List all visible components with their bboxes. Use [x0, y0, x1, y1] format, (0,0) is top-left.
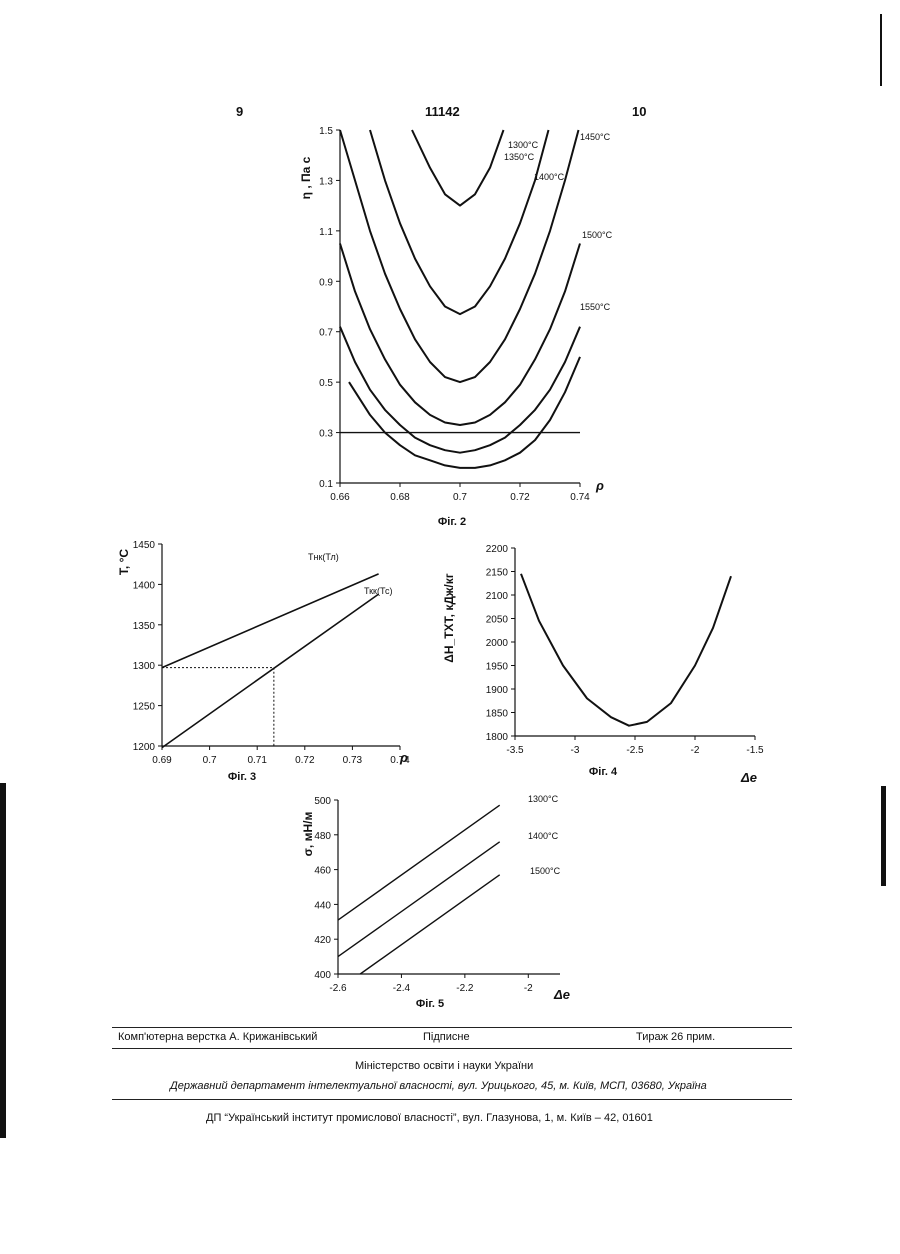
x-tick-label: 0.71 [247, 755, 267, 766]
y-tick-label: 400 [314, 970, 331, 981]
footer-divider-bottom [112, 1099, 792, 1100]
scan-edge-mark-top-right [880, 14, 882, 86]
y-tick-label: 2150 [486, 568, 509, 579]
x-tick-label: 0.73 [343, 755, 363, 766]
x-tick-label: 0.74 [570, 492, 590, 503]
y-tick-label: 1850 [486, 709, 509, 720]
y-tick-label: 420 [314, 935, 331, 946]
x-tick-label: 0.68 [390, 492, 410, 503]
y-tick-label: 1350 [133, 621, 156, 632]
figure-3-chart: 1200 1250 1300 1350 1400 1450 0.69 0.7 0.71 0.72 0… [100, 532, 430, 782]
x-tick-label: -2.2 [456, 983, 474, 994]
y-tick-label: 1300 [133, 661, 156, 672]
figure-caption: Фіг. 4 [589, 766, 618, 778]
series-label: 1350°C [504, 152, 535, 162]
x-axis-label: Δe [740, 770, 757, 785]
x-tick-label: -3.5 [506, 745, 524, 756]
x-tick-label: 0.72 [295, 755, 315, 766]
x-axis-label: ρ [399, 750, 408, 765]
circulation-note: Тираж 26 прим. [636, 1031, 715, 1043]
x-tick-label: -2.6 [329, 983, 347, 994]
figure-4-chart: 1800 1850 1900 1950 2000 2050 2100 2150 2200 -3.5… [425, 530, 775, 795]
left-page-number: 9 [236, 104, 243, 119]
x-tick-label: 0.66 [330, 492, 350, 503]
series-label: 1450°C [580, 132, 611, 142]
series-label: 1300°C [508, 140, 539, 150]
figure-caption: Фіг. 3 [228, 771, 256, 782]
y-axis-label: ΔH_ТХТ, кДж/кг [442, 573, 456, 663]
scan-edge-mark-left [0, 783, 6, 1138]
y-tick-label: 1950 [486, 662, 509, 673]
footer-divider-top [112, 1027, 792, 1028]
signed-note: Підписне [423, 1031, 470, 1043]
scan-edge-mark-right [881, 786, 886, 886]
series-label: 1500°C [530, 866, 561, 876]
y-tick-label: 480 [314, 831, 331, 842]
series-label: Тнк(Тл) [308, 552, 339, 562]
figure-5-chart: 400 420 440 460 480 500 -2.6 -2.4 -2.2 -2 σ, мН/м Δ… [298, 788, 618, 1013]
y-tick-label: 440 [314, 900, 331, 911]
y-tick-label: 1.5 [319, 126, 333, 137]
series-line [338, 805, 500, 920]
series-label: 1300°C [528, 794, 559, 804]
x-axis-label: ρ [595, 478, 604, 493]
y-tick-label: 2050 [486, 615, 509, 626]
x-tick-label: -1.5 [746, 745, 764, 756]
x-axis-label: Δe [553, 987, 570, 1002]
y-tick-label: 1250 [133, 702, 156, 713]
y-tick-label: 1.3 [319, 176, 333, 187]
y-tick-label: 1.1 [319, 227, 333, 238]
y-tick-label: 1400 [133, 580, 156, 591]
y-tick-label: 2000 [486, 638, 509, 649]
x-tick-label: -2 [524, 983, 533, 994]
figure-2-chart: 0.1 0.3 0.5 0.7 0.9 1.1 1.3 1.5 0.66 0.68 0.7 0.72 0… [290, 118, 620, 538]
figure-caption: Фіг. 2 [438, 516, 466, 528]
y-axis-label: σ, мН/м [301, 812, 315, 857]
figure-caption: Фіг. 5 [416, 998, 444, 1010]
y-tick-label: 460 [314, 866, 331, 877]
x-tick-label: 0.69 [152, 755, 172, 766]
series-line [412, 130, 504, 206]
department-address: Державний департамент інтелектуальної вл… [170, 1080, 707, 1092]
series-line [521, 574, 731, 726]
right-page-number: 10 [632, 104, 646, 119]
series-line [162, 574, 379, 668]
x-tick-label: 0.7 [203, 755, 217, 766]
y-tick-label: 0.5 [319, 378, 333, 389]
y-tick-label: 2100 [486, 591, 509, 602]
y-tick-label: 0.3 [319, 429, 333, 440]
ministry-name: Міністерство освіти і науки України [355, 1060, 533, 1072]
typesetting-credit: Комп'ютерна верстка А. Крижанівський [118, 1031, 317, 1043]
series-line [340, 327, 580, 453]
y-tick-label: 0.7 [319, 328, 333, 339]
y-tick-label: 2200 [486, 544, 509, 555]
x-tick-label: -3 [571, 745, 580, 756]
y-axis-label: η , Па с [299, 156, 313, 199]
x-tick-label: 0.7 [453, 492, 467, 503]
series-line [162, 594, 379, 748]
series-label: 1500°C [582, 230, 613, 240]
series-line [338, 842, 500, 957]
y-tick-label: 1900 [486, 685, 509, 696]
x-tick-label: -2.5 [626, 745, 644, 756]
y-tick-label: 500 [314, 796, 331, 807]
y-tick-label: 0.9 [319, 277, 333, 288]
y-tick-label: 0.1 [319, 479, 333, 490]
series-label: 1400°C [528, 831, 559, 841]
x-tick-label: -2.4 [393, 983, 411, 994]
x-tick-label: 0.72 [510, 492, 530, 503]
series-label: Ткк(Тс) [364, 586, 392, 596]
y-tick-label: 1800 [486, 732, 509, 743]
y-axis-label: T, °C [117, 549, 131, 575]
x-tick-label: -2 [691, 745, 700, 756]
y-tick-label: 1200 [133, 742, 156, 753]
y-tick-label: 1450 [133, 540, 156, 551]
footer-divider-middle [112, 1048, 792, 1049]
series-label: 1400°C [534, 172, 565, 182]
institute-address: ДП “Український інститут промислової вла… [206, 1112, 653, 1124]
series-label: 1550°C [580, 302, 611, 312]
patent-number: 11142 [425, 104, 460, 119]
